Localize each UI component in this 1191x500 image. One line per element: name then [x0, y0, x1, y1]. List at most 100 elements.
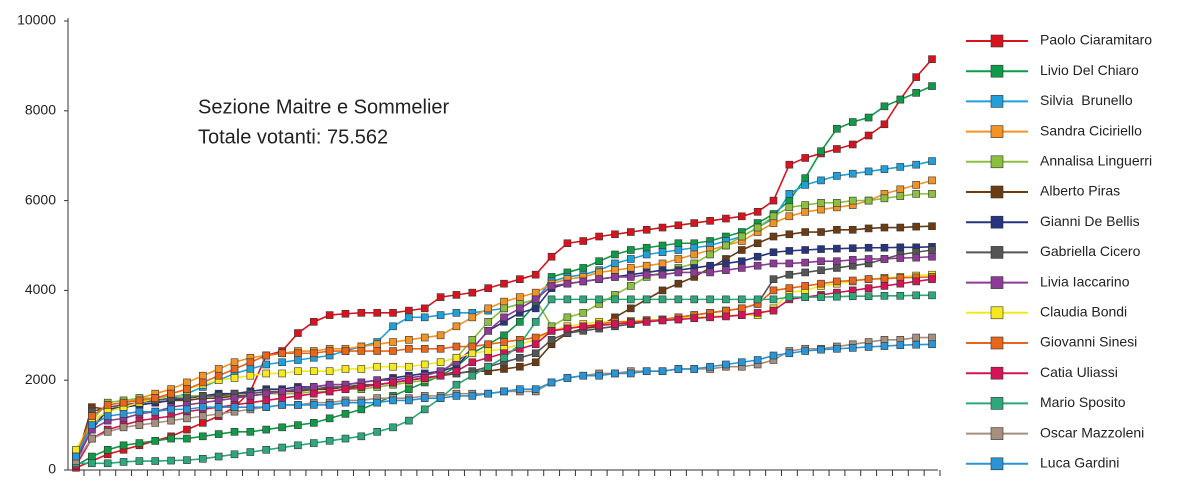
data-point — [214, 430, 223, 438]
data-point — [341, 385, 350, 393]
data-point — [848, 256, 857, 264]
data-point — [753, 239, 762, 248]
data-point — [579, 295, 588, 304]
data-point — [183, 414, 191, 423]
data-point — [500, 338, 508, 346]
data-point — [309, 419, 318, 427]
data-point — [595, 321, 603, 330]
data-point — [341, 398, 350, 407]
data-point — [500, 297, 508, 306]
data-point — [309, 383, 318, 391]
data-point — [785, 160, 794, 169]
data-point — [309, 389, 318, 398]
data-point — [103, 445, 112, 454]
data-point — [357, 365, 366, 373]
data-point — [817, 279, 825, 288]
y-tick-label: 6000 — [25, 191, 56, 207]
data-point — [864, 224, 873, 233]
data-point — [151, 457, 160, 465]
data-point — [801, 246, 809, 254]
data-point — [928, 157, 936, 165]
data-point — [595, 232, 603, 241]
data-point — [563, 295, 572, 304]
data-point — [294, 421, 302, 429]
data-point — [627, 264, 635, 272]
data-point — [214, 396, 223, 405]
data-point — [690, 250, 699, 259]
data-point — [833, 257, 841, 266]
data-point — [278, 358, 286, 367]
data-point — [785, 212, 794, 221]
data-point — [563, 279, 572, 288]
data-point — [912, 222, 920, 231]
data-point — [484, 340, 492, 349]
data-point — [817, 199, 825, 207]
data-point — [309, 349, 318, 358]
data-point — [848, 344, 857, 352]
data-point — [341, 410, 350, 418]
data-point — [627, 369, 635, 378]
data-point — [722, 295, 730, 304]
data-point — [928, 222, 936, 230]
data-point — [801, 174, 809, 182]
annotation: Totale votanti: 75.562 — [198, 126, 388, 148]
data-point — [627, 273, 635, 281]
data-point — [72, 445, 80, 454]
data-point — [722, 241, 730, 250]
legend-label: Catia Uliassi — [1040, 364, 1118, 380]
data-point — [183, 456, 191, 464]
data-point — [769, 306, 778, 315]
data-point — [817, 147, 825, 156]
data-point — [912, 160, 920, 169]
data-point — [658, 295, 667, 304]
data-point — [737, 246, 746, 254]
data-point — [912, 190, 920, 198]
data-point — [595, 295, 603, 304]
data-point — [690, 365, 699, 373]
data-point — [848, 118, 857, 126]
data-point — [801, 347, 809, 355]
data-point — [896, 223, 905, 232]
data-point — [658, 367, 667, 376]
data-point — [642, 367, 651, 376]
data-point — [135, 396, 144, 405]
data-point — [785, 293, 794, 301]
data-point — [722, 360, 730, 369]
data-point — [531, 349, 540, 358]
data-point — [420, 394, 429, 402]
data-point — [880, 120, 889, 129]
data-point — [658, 316, 667, 325]
data-point — [167, 389, 175, 398]
data-point — [119, 398, 128, 407]
data-point — [373, 362, 381, 371]
data-point — [500, 313, 508, 322]
data-point — [801, 208, 809, 216]
data-point — [516, 318, 524, 326]
data-point — [706, 250, 714, 259]
data-point — [896, 185, 905, 194]
data-point — [848, 140, 857, 149]
data-point — [135, 457, 144, 465]
data-point — [880, 102, 889, 111]
data-point — [199, 403, 207, 411]
data-point — [230, 394, 239, 402]
data-point — [769, 275, 778, 283]
data-point — [246, 448, 255, 456]
data-point — [468, 349, 477, 358]
data-point — [864, 131, 873, 140]
data-point — [309, 401, 318, 409]
data-point — [658, 223, 667, 232]
data-point — [579, 237, 588, 245]
legend-label: Giovanni Sinesi — [1040, 334, 1137, 350]
data-point — [278, 394, 286, 402]
legend-marker — [990, 125, 1004, 138]
data-point — [753, 295, 762, 304]
data-point — [199, 371, 207, 380]
data-point — [579, 309, 588, 317]
legend-marker — [990, 366, 1004, 380]
data-point — [642, 250, 651, 259]
data-point — [864, 292, 873, 301]
data-point — [341, 347, 350, 355]
data-point — [563, 239, 572, 248]
